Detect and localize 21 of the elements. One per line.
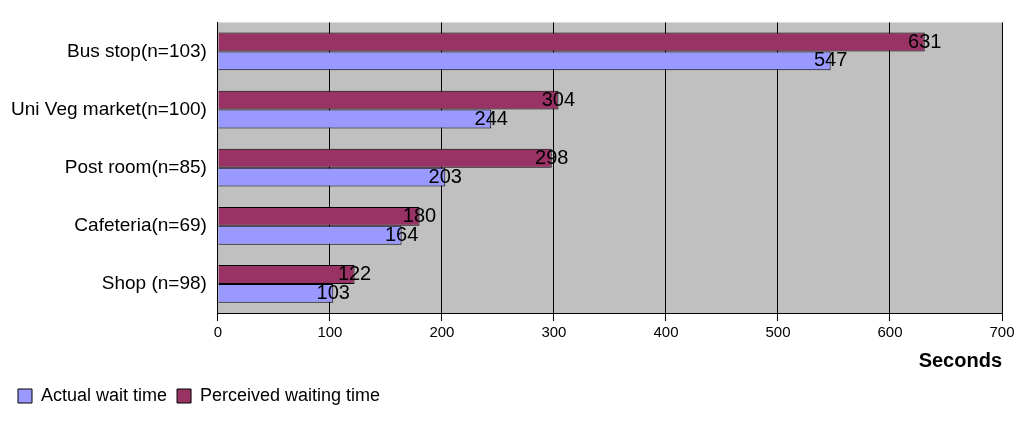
data-label: 631 xyxy=(908,29,942,52)
x-tick-label: 100 xyxy=(317,323,343,341)
y-tick-label: Uni Veg market(n=100) xyxy=(10,97,207,119)
x-tick-label: 300 xyxy=(541,323,567,341)
y-tick-label: Post room(n=85) xyxy=(64,155,207,177)
data-label: 547 xyxy=(813,48,848,71)
legend-label: Actual wait time xyxy=(41,384,168,405)
x-tick-label: 500 xyxy=(765,323,791,341)
x-tick-label: 400 xyxy=(653,323,679,341)
y-tick-label: Shop (n=98) xyxy=(101,272,207,294)
data-label: 164 xyxy=(384,222,419,245)
x-tick-label: 700 xyxy=(989,323,1015,341)
data-label: 203 xyxy=(428,164,462,187)
legend-label: Perceived waiting time xyxy=(200,384,381,405)
y-tick-label: Cafeteria(n=69) xyxy=(74,214,207,236)
x-axis-title: Seconds xyxy=(918,348,1002,371)
x-tick-label: 200 xyxy=(429,323,455,341)
y-tick-label: Bus stop(n=103) xyxy=(66,39,207,61)
x-tick-label: 600 xyxy=(877,323,903,341)
x-tick-label: 0 xyxy=(213,323,223,341)
data-label: 298 xyxy=(535,145,569,168)
